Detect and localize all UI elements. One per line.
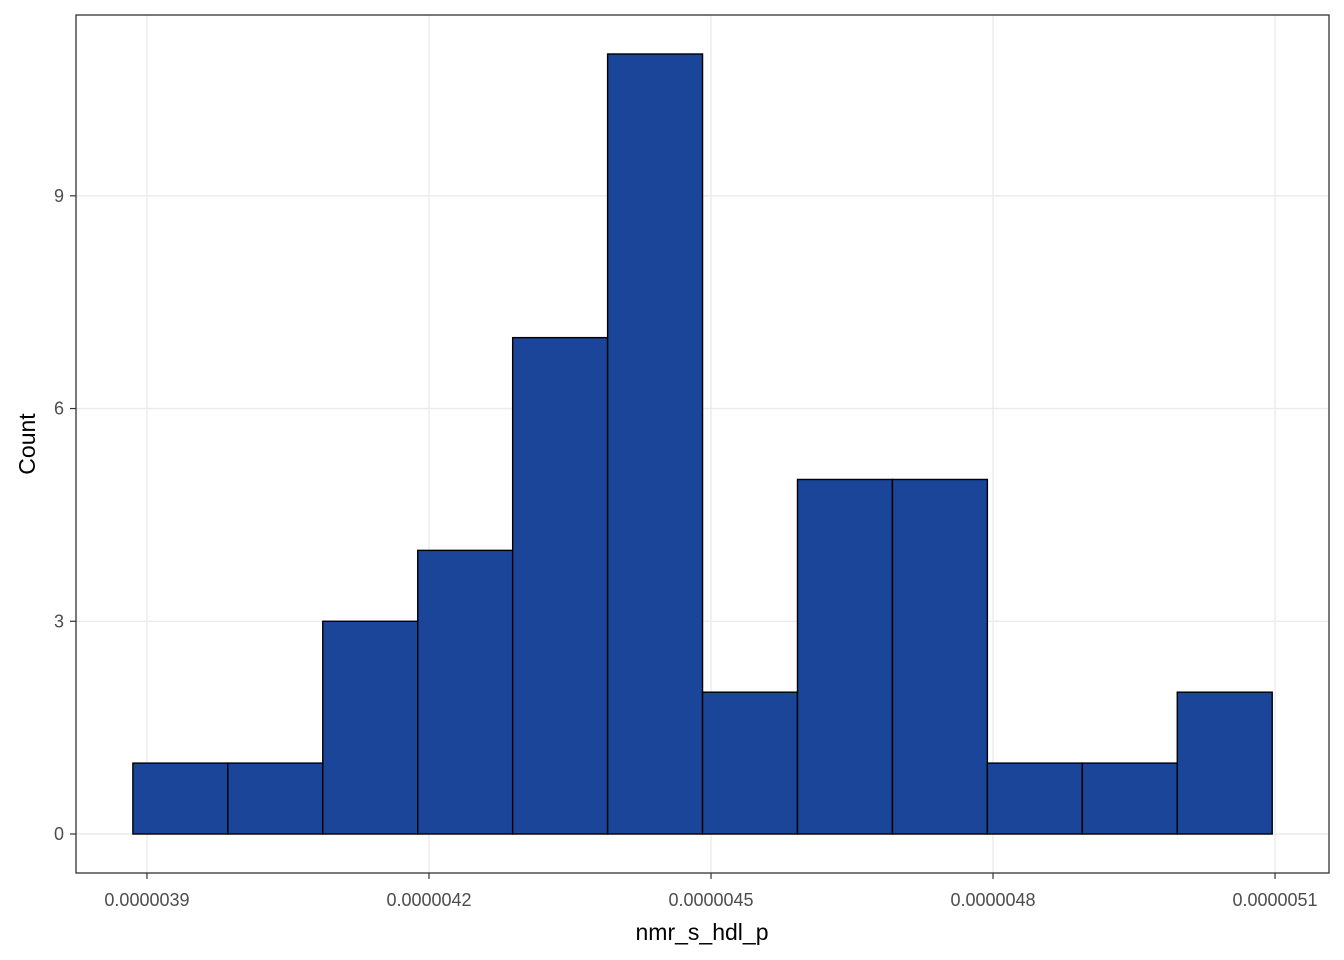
bar: [891, 478, 989, 835]
y-tick-label: 0: [54, 824, 64, 844]
x-tick-label: 0.0000039: [104, 890, 189, 910]
bar: [511, 336, 609, 835]
y-axis-title: Count: [14, 413, 40, 475]
y-tick-label: 3: [54, 611, 64, 631]
bar: [701, 691, 799, 835]
bar: [132, 762, 229, 835]
bar: [796, 478, 894, 835]
bar: [986, 762, 1084, 835]
x-tick-label: 0.0000042: [386, 890, 471, 910]
bar: [417, 549, 514, 835]
y-tick-label: 9: [54, 186, 64, 206]
x-tick-label: 0.0000048: [950, 890, 1035, 910]
bar: [1081, 762, 1178, 835]
bar: [227, 762, 324, 835]
x-tick-label: 0.0000045: [668, 890, 753, 910]
x-axis-title: nmr_s_hdl_p: [636, 919, 769, 945]
x-tick-label: 0.0000051: [1232, 890, 1317, 910]
bar: [1176, 691, 1273, 835]
bar: [606, 53, 704, 835]
y-tick-label: 6: [54, 399, 64, 419]
panel-border: [75, 14, 1330, 874]
bar: [322, 620, 419, 835]
